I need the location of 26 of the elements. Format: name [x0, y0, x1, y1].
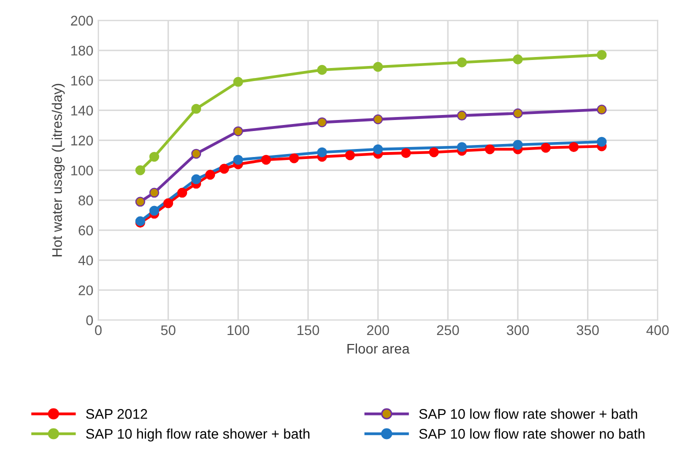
- y-tick-label: 140: [71, 106, 93, 116]
- x-tick-label: 0: [94, 325, 102, 336]
- legend-label: SAP 10 low flow rate shower + bath: [419, 408, 638, 419]
- legend-label: SAP 10 low flow rate shower no bath: [419, 428, 644, 439]
- x-tick-label: 50: [161, 325, 176, 336]
- y-tick-label: 200: [70, 16, 93, 26]
- y-tick-label: 180: [71, 46, 93, 56]
- y-tick-label: 40: [78, 255, 93, 266]
- legend-label: SAP 10 high flow rate shower + bath: [86, 428, 310, 442]
- x-tick-label: 350: [576, 325, 599, 336]
- x-tick-label: 150: [298, 325, 320, 336]
- y-tick-label: 100: [71, 166, 93, 176]
- y-tick-label: 120: [71, 136, 93, 146]
- x-tick-label: 200: [367, 325, 390, 336]
- x-tick-label: 100: [228, 325, 250, 336]
- y-axis-title: Hot water usage (Litres/day): [52, 84, 65, 256]
- y-tick-label: 20: [78, 285, 93, 296]
- x-axis-title: Floor area: [347, 343, 410, 354]
- x-tick-label: 400: [646, 325, 669, 336]
- x-tick-label: 250: [437, 325, 459, 336]
- y-tick-label: 60: [78, 226, 93, 236]
- x-tick-label: 300: [506, 325, 529, 336]
- y-tick-label: 160: [71, 76, 93, 86]
- y-tick-label: 80: [78, 196, 93, 206]
- y-tick-label: 0: [86, 315, 93, 326]
- legend-label: SAP 2012: [86, 409, 148, 419]
